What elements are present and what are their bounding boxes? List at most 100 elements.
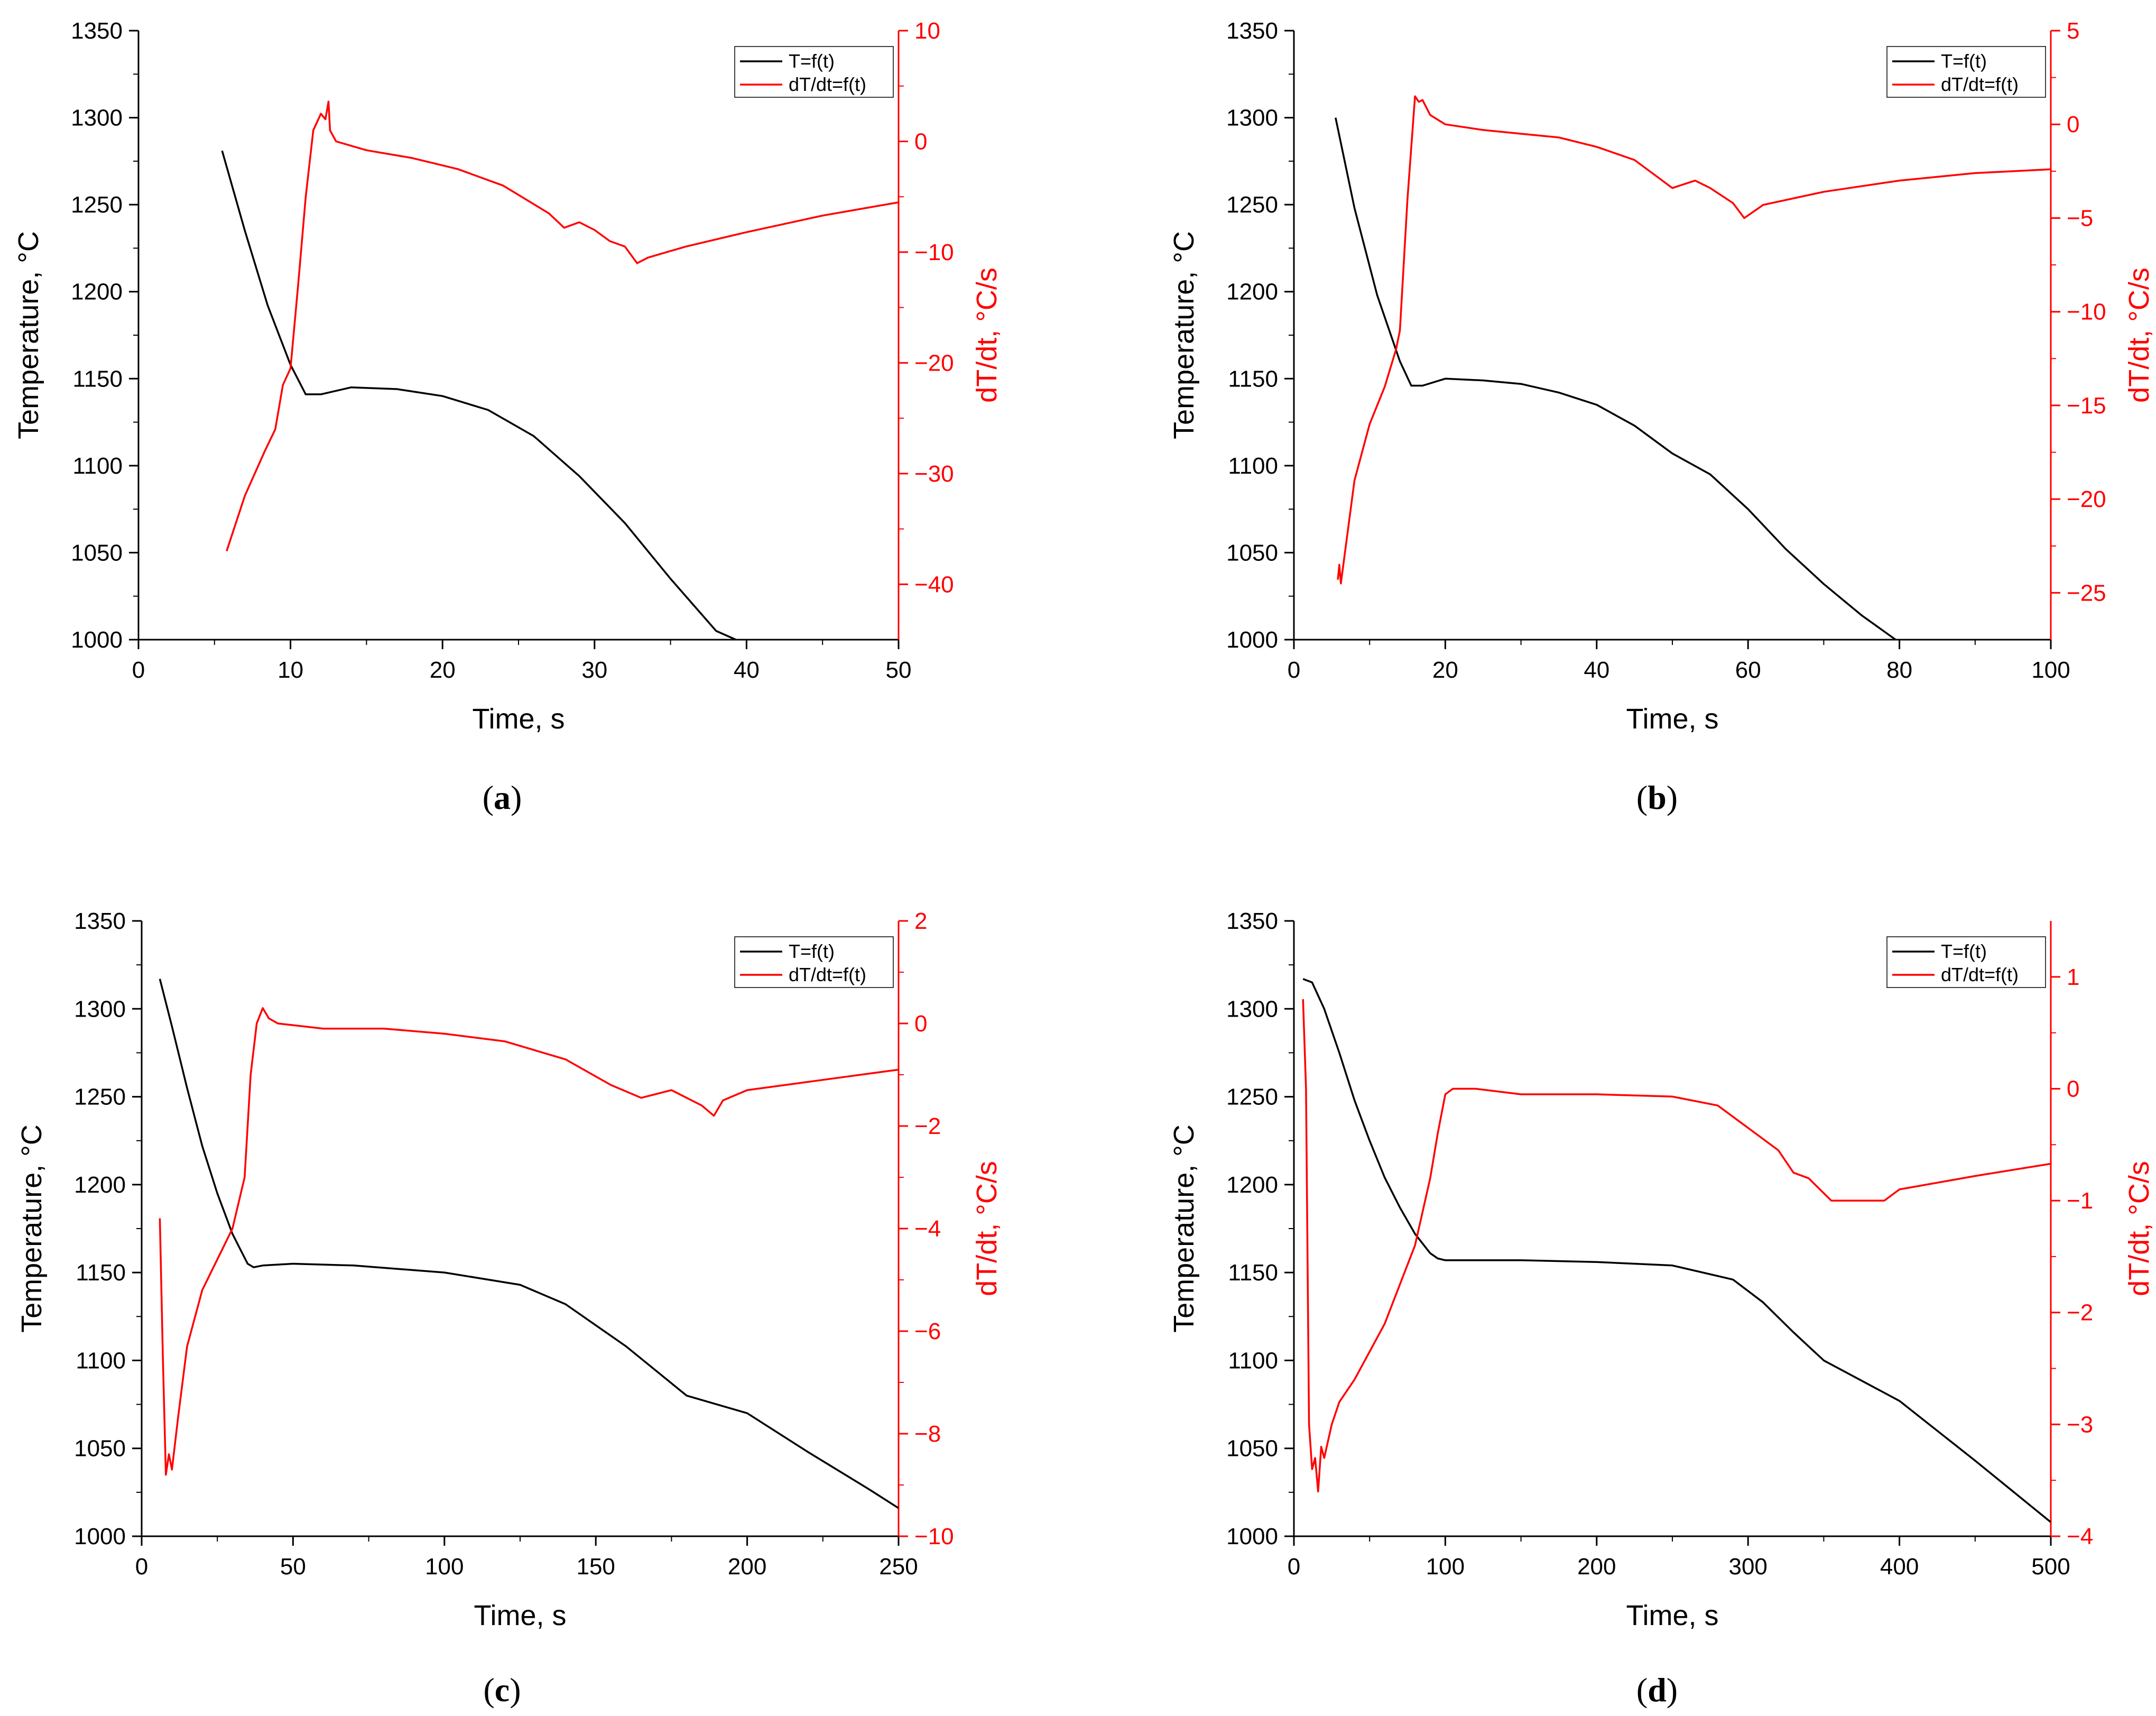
chart-panel-b: 0 20 40 60 80 100 1000 1050 1100 1150 1200 1250 1300… [1168,18,2155,816]
y2-tick-label: −15 [2067,393,2106,419]
y-axis-label: Temperature, °C [13,231,44,439]
series-line-temperature [221,150,737,640]
y2-tick-label: −5 [2067,205,2093,231]
x-tick-label: 40 [734,657,760,683]
y-tick-label: 1350 [1226,908,1278,934]
y-axis-label: Temperature, °C [1168,1124,1200,1333]
caption-letter: a [494,779,511,816]
x-tick-label: 0 [1288,1554,1300,1580]
y2-tick-label: −4 [2067,1524,2093,1549]
y2-axis-label: dT/dt, °C/s [2123,267,2155,403]
x-tick-label: 60 [1735,657,1761,683]
legend-box [1886,46,2046,98]
y2-tick-label: 0 [2067,1076,2079,1102]
x-tick-label: 0 [132,657,145,683]
x-tick-label: 50 [886,657,912,683]
y-tick-label: 1150 [72,366,123,392]
y2-tick-label: −25 [2067,580,2106,606]
x-axis-label: Time, s [474,1600,567,1631]
panel-caption: (d) [1636,1671,1678,1709]
x-tick-label: 300 [1728,1554,1767,1580]
y-axis-label: Temperature, °C [16,1124,48,1333]
y-tick-label: 1100 [1228,453,1278,479]
y-tick-label: 1100 [76,1348,126,1373]
y2-tick-label: −20 [914,350,954,376]
y2-tick-label: −10 [2067,299,2106,325]
caption-paren-close: ) [1667,779,1678,816]
series-line-temperature [1335,117,1896,640]
y-tick-label: 1000 [1226,1524,1278,1549]
series-line-derivative [1337,95,2051,585]
caption-paren-open: ( [1636,1671,1648,1709]
x-tick-label: 0 [135,1554,148,1580]
y-tick-label: 1350 [1226,18,1278,44]
y2-tick-label: 0 [914,1011,927,1037]
y2-tick-label: −30 [914,461,954,487]
y-axis-label: Temperature, °C [1168,231,1200,439]
caption-paren-close: ) [510,1671,521,1709]
x-tick-label: 200 [1577,1554,1616,1580]
y2-tick-label: 0 [2067,112,2079,137]
x-tick-label: 100 [1426,1554,1465,1580]
y2-tick-label: 2 [914,908,927,934]
y-tick-label: 1150 [76,1260,126,1286]
legend-label-temperature: T=f(t) [789,50,835,72]
x-tick-label: 30 [581,657,607,683]
y2-tick-label: 1 [2067,964,2079,990]
y2-tick-label: −3 [2067,1411,2093,1437]
y-tick-label: 1050 [74,1436,126,1462]
y-tick-label: 1150 [1228,366,1278,392]
y2-tick-label: −6 [914,1318,941,1344]
y-tick-label: 1200 [1226,1172,1278,1198]
y2-tick-label: −2 [2067,1300,2093,1326]
legend-label-derivative: dT/dt=f(t) [1941,964,2019,985]
y-tick-label: 1150 [1228,1260,1278,1286]
x-tick-label: 80 [1886,657,1912,683]
x-tick-label: 150 [576,1554,615,1580]
caption-letter: b [1648,779,1667,816]
x-tick-label: 100 [425,1554,464,1580]
y-tick-label: 1200 [1226,279,1278,305]
chart-panel-a: 0 10 20 30 40 50 1000 1050 1100 1150 1200 1250 1300 1… [13,18,1003,816]
y-tick-label: 1000 [71,627,123,653]
y-tick-label: 1050 [1226,1436,1278,1462]
y2-tick-label: −1 [2067,1188,2093,1214]
y-tick-label: 1050 [71,540,123,566]
legend-label-temperature: T=f(t) [1941,940,1987,962]
y-tick-label: 1300 [1226,996,1278,1022]
caption-paren-open: ( [483,1671,494,1709]
legend-box [734,46,894,98]
panel-caption: (c) [483,1671,521,1709]
y-tick-label: 1200 [71,279,123,305]
x-tick-label: 100 [2031,657,2070,683]
y2-tick-label: 10 [914,18,940,44]
caption-paren-close: ) [1667,1671,1678,1709]
caption-letter: d [1648,1671,1667,1709]
x-axis-label: Time, s [1626,1600,1719,1631]
legend-label-derivative: dT/dt=f(t) [1941,73,2019,95]
legend-label-derivative: dT/dt=f(t) [789,73,866,95]
legend-label-temperature: T=f(t) [789,940,835,962]
x-tick-label: 500 [2031,1554,2070,1580]
caption-paren-close: ) [511,779,522,816]
y-tick-label: 1050 [1226,540,1278,566]
y2-axis-label: dT/dt, °C/s [971,267,1003,403]
y2-tick-label: −20 [2067,486,2106,512]
x-tick-label: 20 [1432,657,1458,683]
series-line-temperature [1302,978,2051,1523]
x-tick-label: 50 [280,1554,306,1580]
y2-axis-label: dT/dt, °C/s [971,1161,1003,1296]
y-tick-label: 1250 [71,192,123,218]
x-axis-label: Time, s [473,703,565,735]
chart-panel-c: 0 50 100 150 200 250 1000 1050 1100 1150 1200 1250 1… [16,908,1003,1709]
legend-box [1886,936,2046,988]
y2-tick-label: 5 [2067,18,2079,44]
panel-caption: (a) [483,779,522,816]
y-tick-label: 1250 [74,1084,126,1110]
series-line-derivative [226,100,899,551]
y2-tick-label: −10 [914,1524,954,1549]
x-tick-label: 200 [728,1554,766,1580]
x-tick-label: 20 [430,657,456,683]
x-tick-label: 40 [1584,657,1609,683]
